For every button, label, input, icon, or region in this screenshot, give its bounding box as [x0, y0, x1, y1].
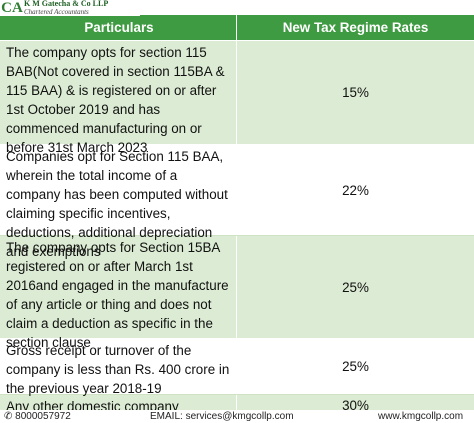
table-row: Gross receipt or turnover of the company… — [0, 339, 474, 396]
table-row: The company opts for section 115 BAB(Not… — [0, 41, 474, 155]
rate-cell: 15% — [342, 85, 369, 100]
firm-subtitle: Chartered Accountants — [24, 8, 89, 16]
particulars-cell: The company opts for section 115 BAB(Not… — [0, 41, 237, 155]
tax-table: Particulars New Tax Regime Rates The com… — [0, 15, 474, 416]
rate-cell: 22% — [342, 182, 369, 198]
header-cell: Particulars — [0, 15, 237, 40]
rate-cell: 25% — [342, 359, 369, 374]
header-cell: New Tax Regime Rates — [282, 20, 429, 35]
logo-mark: CA — [1, 0, 23, 16]
table-row: Companies opt for Section 115 BAA, where… — [0, 145, 474, 259]
rate-cell: 25% — [342, 279, 369, 295]
particulars-cell: Gross receipt or turnover of the company… — [0, 339, 237, 396]
footer: ✆ 8000057972 EMAIL: services@kmgcollp.co… — [0, 410, 474, 423]
phone-number: 8000057972 — [15, 411, 71, 422]
phone: ✆ 8000057972 — [4, 411, 71, 422]
logo-names: K M Gatecha & Co LLP Chartered Accountan… — [24, 0, 108, 16]
firm-name: K M Gatecha & Co LLP — [24, 0, 109, 8]
logo: CA K M Gatecha & Co LLP Chartered Accoun… — [0, 0, 140, 16]
website: www.kmgcollp.com — [378, 411, 464, 422]
rate-cell: 30% — [342, 397, 369, 413]
header-row: Particulars New Tax Regime Rates — [0, 15, 474, 41]
email: EMAIL: services@kmgcollp.com — [150, 411, 294, 422]
particulars-cell: The company opts for Section 15BA regist… — [0, 236, 237, 350]
table-row: The company opts for Section 15BA regist… — [0, 236, 474, 350]
particulars-cell: Companies opt for Section 115 BAA, where… — [0, 145, 237, 259]
